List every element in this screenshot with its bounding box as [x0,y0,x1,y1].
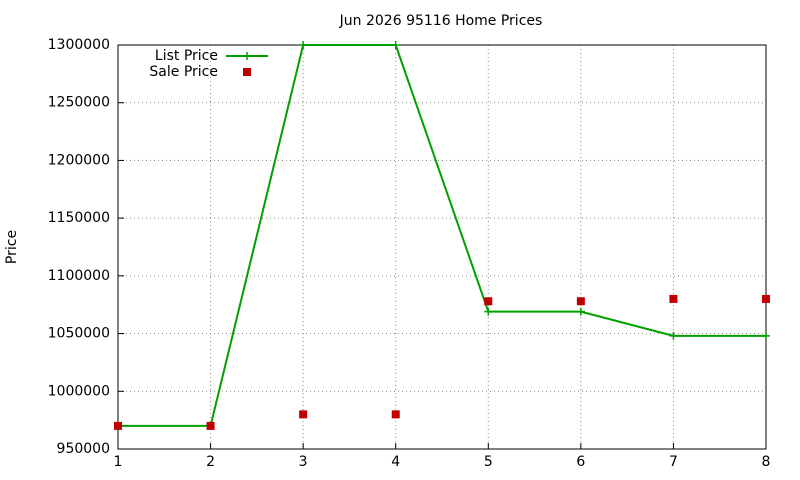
point-marker [762,294,770,303]
point-marker [391,410,400,419]
point-marker [243,68,251,76]
x-tick-label: 5 [484,454,493,470]
y-tick-label: 1050000 [48,326,110,342]
legend-label: Sale Price [149,64,218,80]
y-tick-label: 1150000 [48,210,110,226]
y-axis-label: Price [4,230,20,264]
point-marker [391,41,400,49]
x-tick-label: 8 [762,454,771,470]
y-tick-label: 1200000 [48,152,110,168]
series-line [118,44,766,427]
x-tick-label: 4 [391,454,400,470]
x-tick-label: 6 [576,454,585,470]
legend-label: List Price [155,48,218,64]
chart-title: Jun 2026 95116 Home Prices [339,13,543,29]
point-marker [484,307,493,316]
y-tick-label: 1000000 [48,383,110,399]
plot-border [117,44,767,450]
x-tick-label: 2 [206,454,215,470]
point-marker [669,294,678,303]
y-tick-label: 950000 [57,441,110,457]
point-marker [243,52,251,60]
y-tick-label: 1300000 [48,37,110,53]
point-marker [762,331,770,340]
point-marker [484,297,493,306]
point-marker [299,410,308,419]
point-marker [114,421,122,430]
y-tick-label: 1250000 [48,95,110,111]
point-marker [206,421,215,430]
x-tick-label: 7 [669,454,678,470]
point-marker [669,331,678,340]
point-marker [576,297,585,306]
point-marker [576,307,585,316]
point-marker [299,41,308,49]
x-tick-label: 1 [114,454,123,470]
y-tick-label: 1100000 [48,268,110,284]
x-tick-label: 3 [299,454,308,470]
